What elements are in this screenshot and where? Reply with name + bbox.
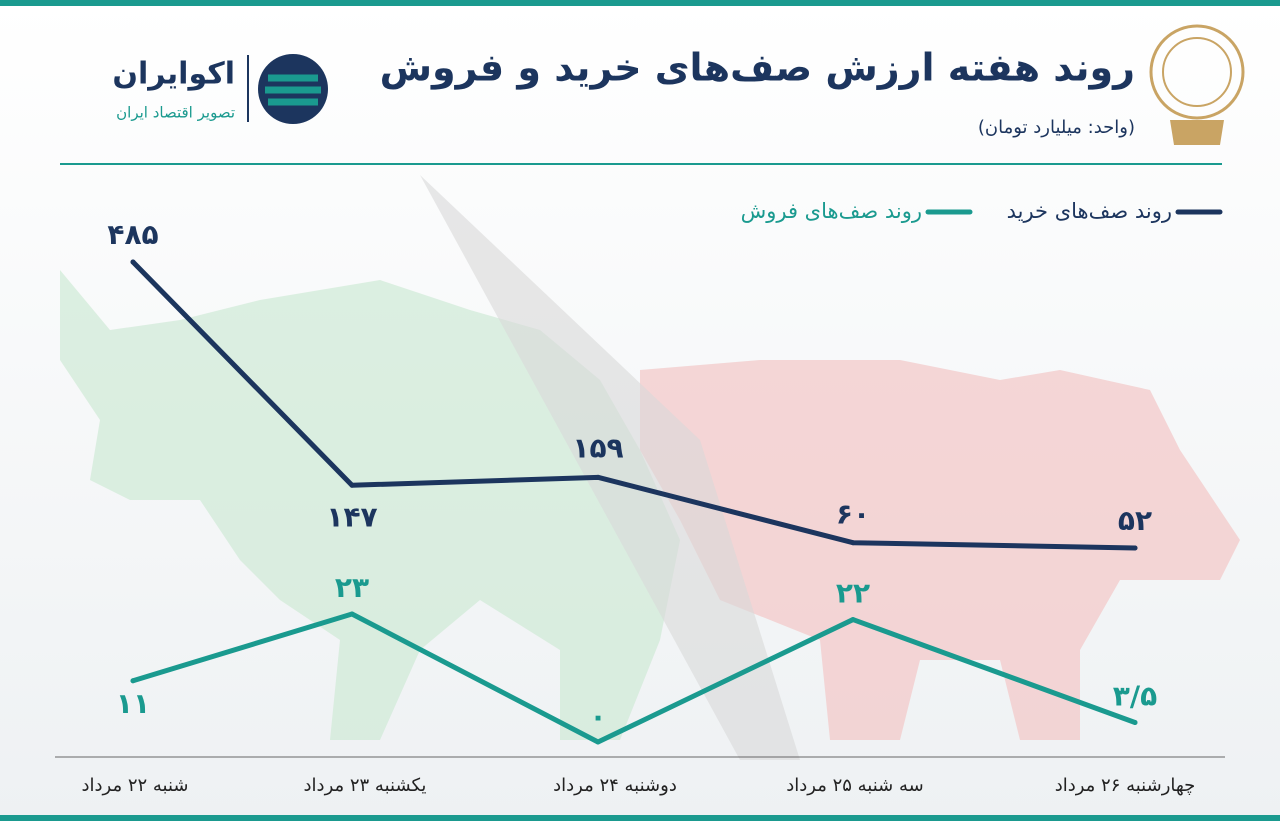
chart-title: روند هفته ارزش صف‌های خرید و فروش [380,46,1135,91]
chart-subtitle: (واحد: میلیارد تومان) [978,117,1135,138]
point [1132,720,1138,726]
x-tick-label: شنبه ۲۲ مرداد [82,775,189,796]
bear-decoration [640,360,1240,740]
bull-decoration [60,270,680,740]
arrow-decoration [420,175,800,760]
logo-name: اکوایران [112,57,235,92]
emblem [1149,24,1245,145]
point [349,611,355,617]
data-label: ۰ [589,700,606,733]
point [850,617,856,623]
legend-label: روند صف‌های فروش [741,199,922,223]
logo-tagline: تصویر اقتصاد ایران [116,104,235,122]
x-tick-label: دوشنبه ۲۴ مرداد [553,775,677,796]
point [595,739,601,745]
x-tick-label: سه شنبه ۲۵ مرداد [786,775,923,796]
data-label: ۵۲ [1118,504,1152,537]
data-label: ۳/۵ [1113,680,1157,713]
bottom-border [0,815,1280,821]
data-label: ۱۵۹ [572,431,623,464]
x-tick-label: چهارشنبه ۲۶ مرداد [1055,775,1196,796]
top-border [0,0,1280,6]
logo-mark [258,54,328,124]
point [130,259,136,265]
data-label: ۴۸۵ [107,218,158,251]
data-label: ۱۴۷ [326,500,377,533]
data-label: ۲۳ [335,571,369,604]
data-label: ۱۱ [116,687,150,720]
data-label: ۲۲ [836,577,870,610]
legend-label: روند صف‌های خرید [1007,199,1172,223]
x-tick-label: یکشنبه ۲۳ مرداد [304,775,427,796]
point [349,482,355,488]
point [1132,545,1138,551]
data-label: ۶۰ [836,498,870,531]
point [130,678,136,684]
point [850,540,856,546]
point [595,474,601,480]
